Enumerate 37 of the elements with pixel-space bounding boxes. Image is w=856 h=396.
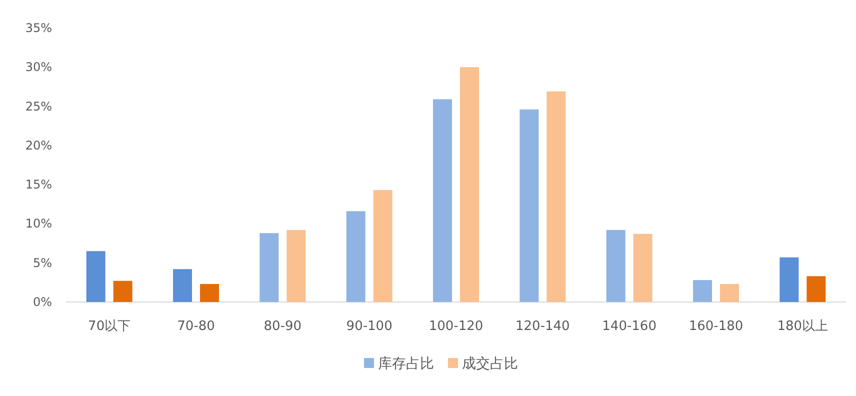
bar [780,257,799,302]
bar [346,211,366,302]
bar [86,251,106,302]
bar [520,109,539,302]
y-tick-label: 30% [25,60,52,74]
bar [433,99,452,302]
x-tick-label: 120-140 [516,319,570,334]
x-tick-label: 140-160 [602,319,656,334]
bar [546,91,566,302]
bar [806,276,826,302]
x-tick-label: 70-80 [177,319,215,334]
bar [286,230,306,302]
legend-label: 库存占比 [378,356,434,372]
y-tick-label: 5% [32,256,52,270]
bar [200,284,219,302]
y-tick-label: 35% [25,21,52,35]
x-tick-label: 70以下 [88,319,131,334]
y-tick-label: 0% [32,295,52,309]
y-tick-label: 15% [25,178,52,192]
bar [373,190,392,302]
x-tick-label: 90-100 [346,319,392,334]
x-tick-label: 80-90 [264,319,302,334]
bar [113,280,132,302]
bar [460,67,479,302]
x-tick-label: 160-180 [688,319,744,334]
y-tick-label: 20% [25,138,52,152]
bar [260,233,279,302]
bar [173,269,192,302]
bar [720,284,739,302]
legend-label: 成交占比 [462,356,518,372]
x-tick-label: 100-120 [428,319,484,334]
x-tick-label: 180以上 [777,319,828,334]
bar [693,280,712,302]
bar [606,230,626,302]
y-tick-label: 10% [25,216,52,231]
bar [633,234,652,302]
y-tick-label: 25% [25,99,52,114]
